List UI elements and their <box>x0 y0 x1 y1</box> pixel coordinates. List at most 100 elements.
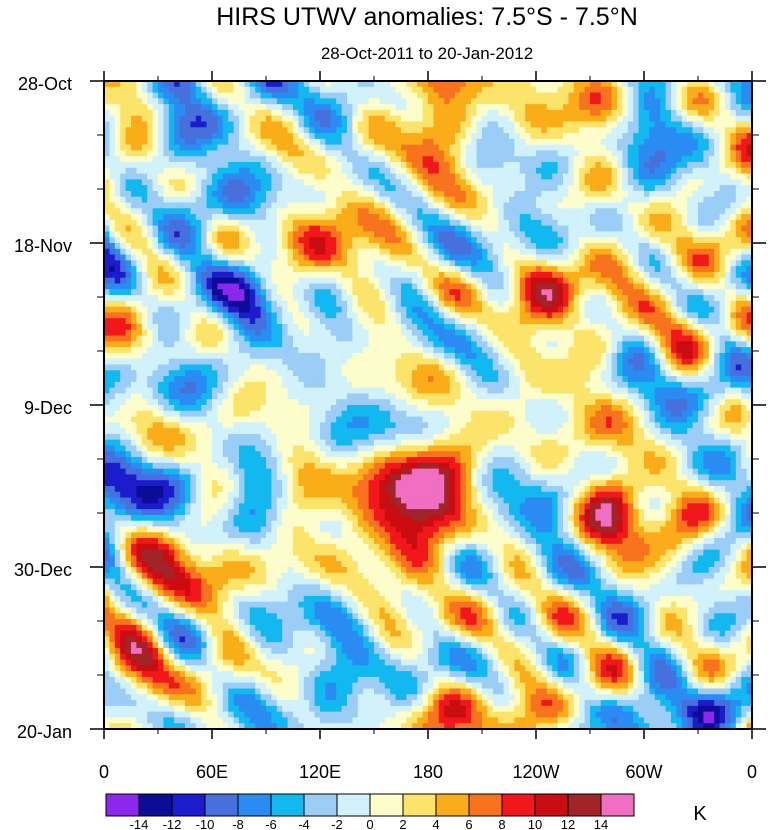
heatmap-cell <box>384 167 391 175</box>
heatmap-cell <box>417 266 424 273</box>
heatmap-cell <box>309 219 316 227</box>
heatmap-cell <box>287 190 294 198</box>
heatmap-cell <box>347 104 353 111</box>
heatmap-cell <box>455 173 461 180</box>
heatmap-cell <box>438 231 445 238</box>
heatmap-cell <box>455 138 461 146</box>
heatmap-cell <box>519 150 526 157</box>
heatmap-cell <box>530 219 537 227</box>
heatmap-cell <box>293 115 299 123</box>
heatmap-cell <box>584 300 591 308</box>
heatmap-cell <box>460 104 467 111</box>
heatmap-cell <box>455 289 461 296</box>
heatmap-cell <box>330 167 337 175</box>
heatmap-cell <box>514 254 521 261</box>
heatmap-cell <box>584 271 591 279</box>
heatmap-cell <box>357 271 364 279</box>
heatmap-cell <box>671 127 677 134</box>
heatmap-cell <box>174 248 181 256</box>
heatmap-cell <box>719 266 726 273</box>
heatmap-cell <box>595 202 602 209</box>
heatmap-cell <box>417 214 424 221</box>
heatmap-cell <box>455 92 461 99</box>
heatmap-cell <box>120 133 127 140</box>
heatmap-cell <box>687 156 694 163</box>
heatmap-cell <box>746 104 752 111</box>
heatmap-cell <box>730 98 737 105</box>
heatmap-cell <box>374 127 380 134</box>
heatmap-cell <box>541 133 548 140</box>
heatmap-cell <box>174 185 181 192</box>
heatmap-cell <box>147 98 154 105</box>
heatmap-cell <box>222 295 229 302</box>
heatmap-cell <box>611 289 618 296</box>
heatmap-cell <box>303 202 310 209</box>
heatmap-cell <box>590 208 596 215</box>
heatmap-cell <box>239 150 245 157</box>
heatmap-cell <box>503 196 510 204</box>
heatmap-cell <box>665 127 672 134</box>
heatmap-cell <box>282 271 289 279</box>
heatmap-cell <box>244 121 251 128</box>
heatmap-cell <box>455 127 461 134</box>
heatmap-cell <box>487 109 494 117</box>
heatmap-cell <box>374 202 380 209</box>
heatmap-cell <box>579 190 586 198</box>
heatmap-cell <box>530 86 537 94</box>
heatmap-cell <box>428 289 434 296</box>
heatmap-cell <box>347 266 353 273</box>
heatmap-cell <box>622 144 629 152</box>
heatmap-cell <box>114 109 121 117</box>
heatmap-cell <box>255 150 262 157</box>
heatmap-cell <box>498 214 505 221</box>
heatmap-cell <box>260 289 267 296</box>
heatmap-cell <box>185 156 191 163</box>
heatmap-cell <box>595 86 602 94</box>
heatmap-cell <box>471 318 478 325</box>
heatmap-cell <box>379 150 386 157</box>
heatmap-cell <box>330 98 337 105</box>
heatmap-cell <box>546 162 553 169</box>
heatmap-cell <box>411 173 418 180</box>
heatmap-cell <box>617 248 623 256</box>
heatmap-cell <box>185 185 191 192</box>
heatmap-cell <box>687 306 694 314</box>
heatmap-cell <box>563 92 569 99</box>
heatmap-cell <box>622 295 629 302</box>
heatmap-cell <box>660 138 667 146</box>
heatmap-cell <box>109 104 116 111</box>
heatmap-cell <box>455 109 461 117</box>
heatmap-cell <box>649 237 656 244</box>
heatmap-cell <box>239 231 245 238</box>
heatmap-cell <box>114 300 121 308</box>
heatmap-cell <box>147 214 154 221</box>
heatmap-cell <box>654 121 661 128</box>
heatmap-cell <box>525 260 532 267</box>
heatmap-cell <box>471 289 478 296</box>
heatmap-cell <box>487 295 494 302</box>
heatmap-cell <box>411 104 418 111</box>
heatmap-cell <box>347 208 353 215</box>
heatmap-cell <box>638 185 645 192</box>
heatmap-cell <box>255 237 262 244</box>
heatmap-cell <box>552 312 559 319</box>
heatmap-cell <box>546 248 553 256</box>
heatmap-cell <box>595 237 602 244</box>
heatmap-cell <box>422 196 429 204</box>
heatmap-cell <box>444 98 451 105</box>
heatmap-cell <box>476 104 483 111</box>
heatmap-cell <box>282 289 289 296</box>
heatmap-cell <box>563 185 569 192</box>
heatmap-cell <box>595 127 602 134</box>
heatmap-cell <box>563 231 569 238</box>
heatmap-cell <box>195 219 202 227</box>
heatmap-cell <box>530 243 537 250</box>
heatmap-cell <box>519 144 526 152</box>
heatmap-cell <box>217 196 224 204</box>
heatmap-cell <box>714 179 721 186</box>
heatmap-cell <box>206 254 213 261</box>
heatmap-cell <box>120 81 127 88</box>
heatmap-cell <box>438 260 445 267</box>
heatmap-cell <box>114 237 121 244</box>
heatmap-cell <box>260 318 267 325</box>
